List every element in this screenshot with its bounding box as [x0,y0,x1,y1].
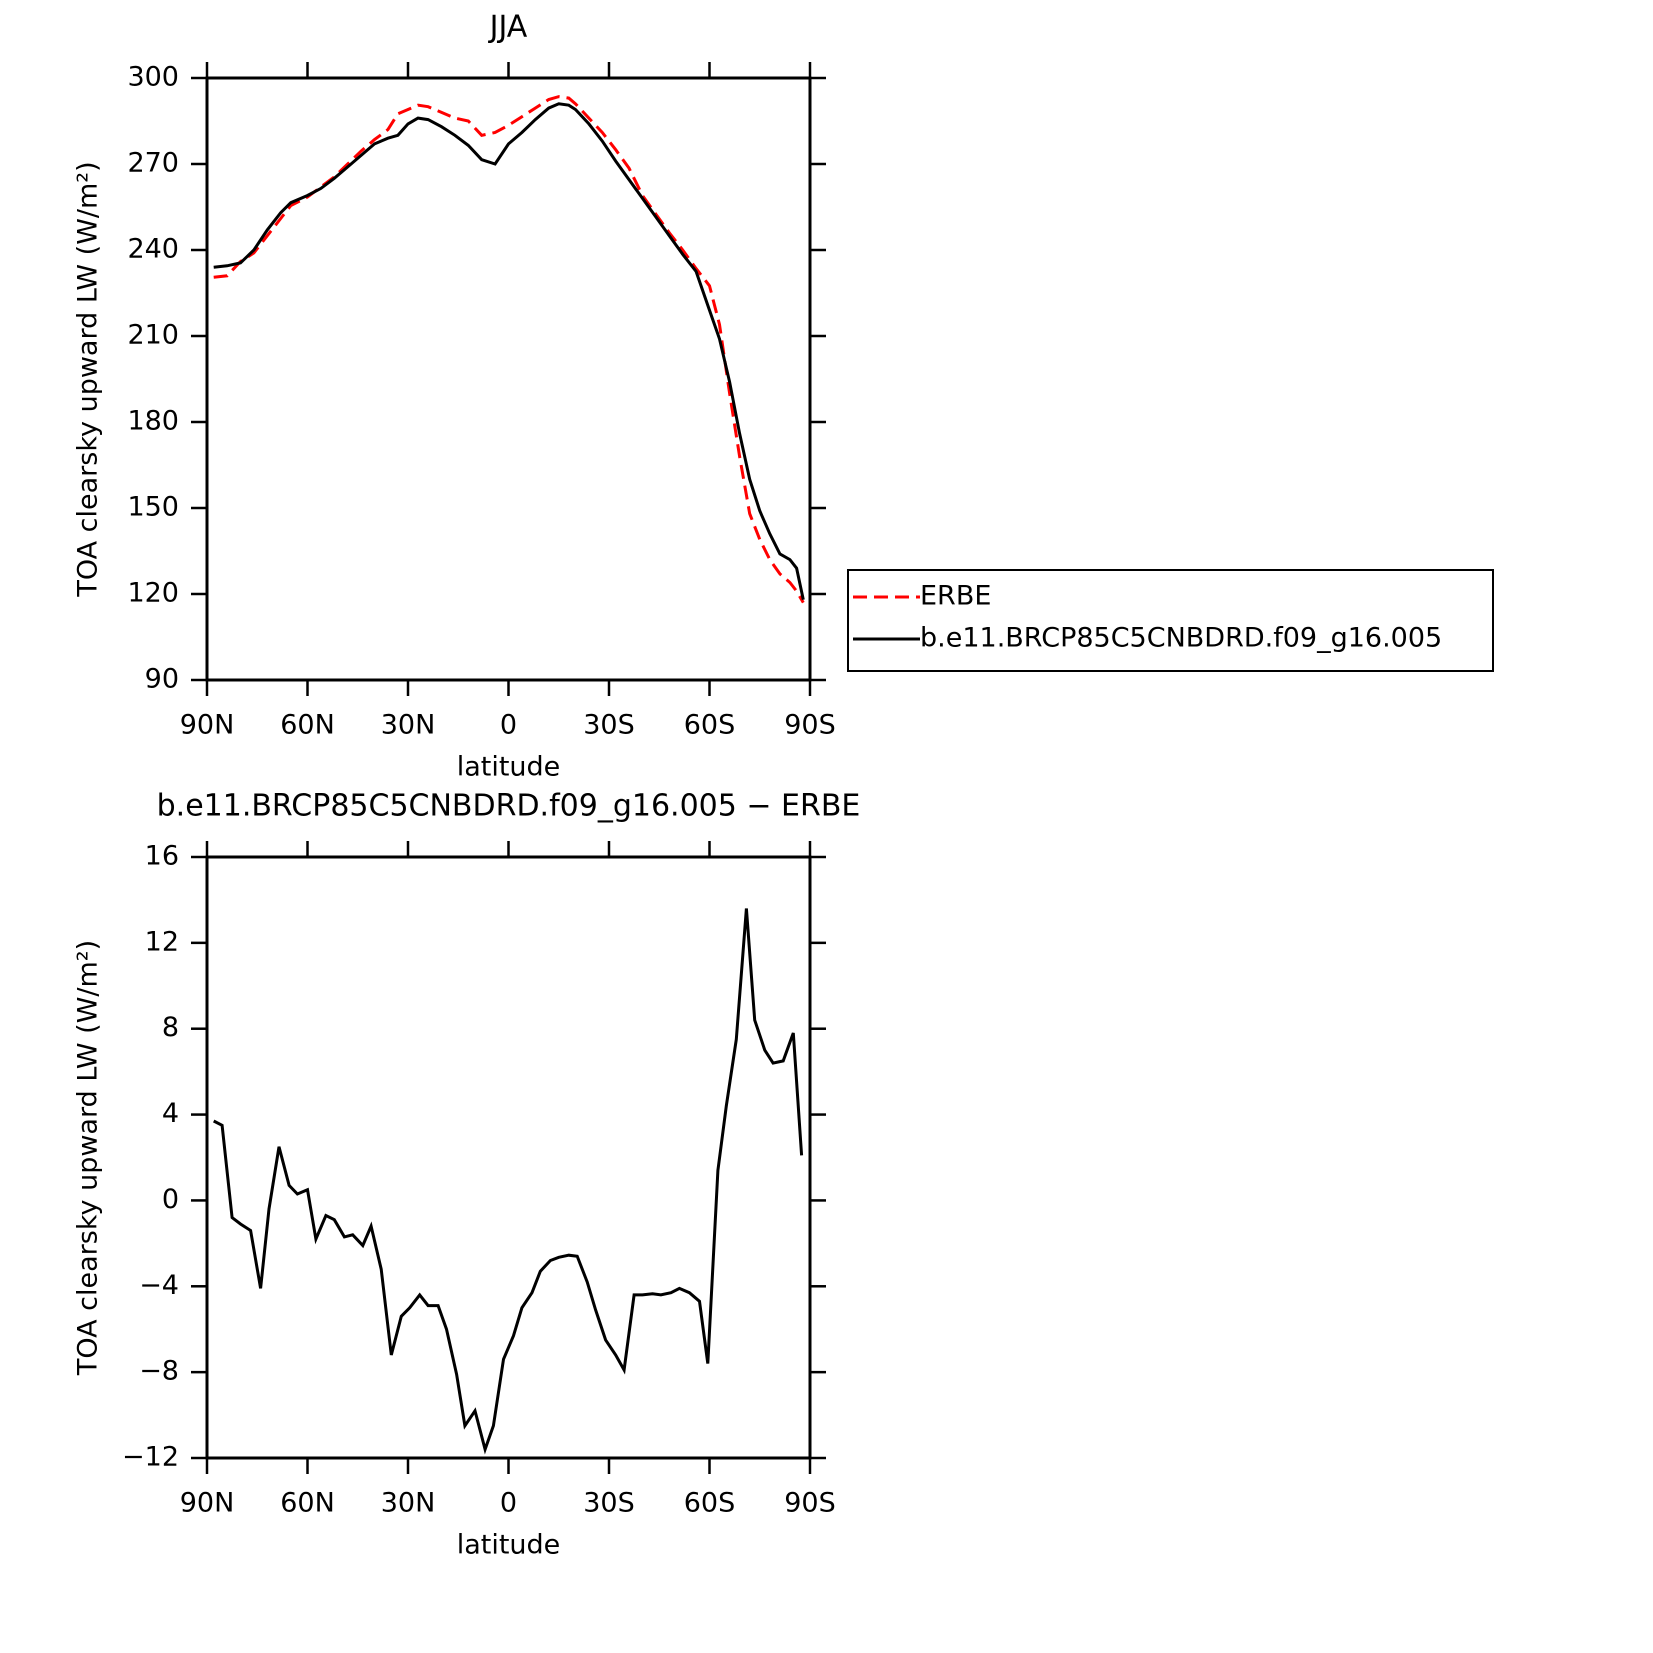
x-tick-label: 0 [500,710,517,741]
y-tick-label: 12 [145,926,179,957]
y-tick-label: 4 [162,1098,179,1129]
y-tick-label: 0 [162,1184,179,1215]
y-tick-label: 8 [162,1012,179,1043]
legend-label: b.e11.BRCP85C5CNBDRD.f09_g16.005 [920,623,1442,654]
x-tick-label: 0 [500,1488,517,1519]
y-tick-label: 120 [127,578,179,609]
x-tick-label: 90N [180,1488,235,1519]
x-tick-label: 30S [583,710,635,741]
x-tick-label: 90N [180,710,235,741]
y-tick-label: 210 [127,320,179,351]
x-axis-label: latitude [457,1530,561,1561]
x-tick-label: 60S [684,1488,736,1519]
x-tick-label: 90S [784,710,836,741]
y-axis-label: TOA clearsky upward LW (W/m²) [73,161,104,597]
legend-label: ERBE [920,581,991,612]
y-tick-label: 150 [127,492,179,523]
x-tick-label: 90S [784,1488,836,1519]
y-tick-label: 180 [127,406,179,437]
plot-frame [205,855,812,1460]
plot-frame [205,76,812,682]
y-tick-label: 270 [127,148,179,179]
y-tick-label: −12 [122,1442,179,1473]
x-axis-label: latitude [457,752,561,783]
x-tick-label: 60S [684,710,736,741]
x-tick-label: 30N [381,710,436,741]
y-axis-label: TOA clearsky upward LW (W/m²) [73,940,104,1376]
chart-title: JJA [488,10,528,45]
series-line [213,102,805,601]
x-tick-label: 60N [280,710,335,741]
y-tick-label: 90 [145,664,179,695]
legend-box [847,569,1494,672]
x-tick-label: 60N [280,1488,335,1519]
y-tick-label: −4 [139,1270,179,1301]
chart-title: b.e11.BRCP85C5CNBDRD.f09_g16.005 − ERBE [157,789,861,824]
x-tick-label: 30N [381,1488,436,1519]
y-tick-label: −8 [139,1356,179,1387]
series-line [213,95,805,604]
x-tick-label: 30S [583,1488,635,1519]
y-tick-label: 300 [127,62,179,93]
series-line [213,908,804,1455]
y-tick-label: 16 [145,841,179,872]
y-tick-label: 240 [127,234,179,265]
